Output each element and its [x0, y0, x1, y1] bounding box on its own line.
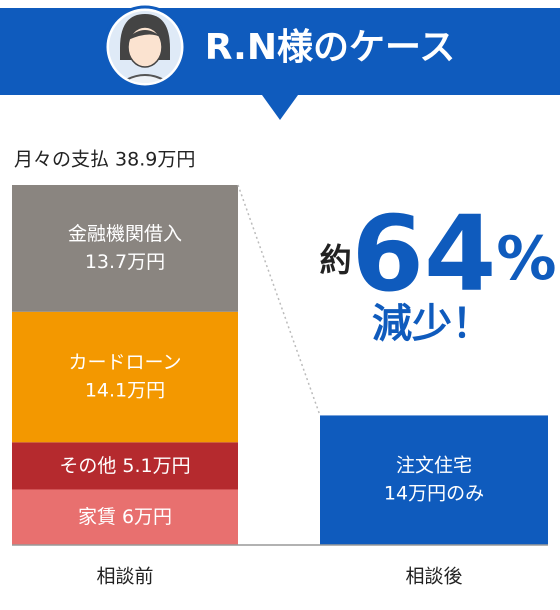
value-label: 5.1万円 [122, 454, 190, 476]
segment-name: その他 [59, 454, 116, 476]
segment-name: 家賃 [78, 506, 116, 528]
x-tick-label: 相談前 [96, 566, 153, 588]
bar-segment [320, 415, 548, 545]
x-tick-label: 相談後 [405, 566, 462, 588]
header-band [0, 8, 560, 95]
annotation-value: 64 [352, 193, 497, 315]
annotation-unit: % [496, 224, 556, 294]
bar-segment [12, 185, 238, 312]
connector [237, 184, 321, 416]
segment-label: 家賃 6万円 [78, 506, 172, 528]
bar-segment [12, 489, 238, 545]
header-pointer [262, 95, 298, 120]
value-label: 14万円のみ [384, 483, 484, 505]
value-label: 13.7万円 [85, 251, 165, 273]
annotation-suffix: 減少！ [372, 301, 492, 347]
annotation: 約64% [320, 193, 557, 315]
segment-name: カードローン [68, 352, 181, 374]
bar-segment [12, 311, 238, 443]
segment-name: 注文住宅 [396, 455, 472, 477]
segment-label: その他 5.1万円 [59, 454, 190, 476]
value-label: 14.1万円 [85, 380, 165, 402]
segment-name: 金融機関借入 [68, 223, 182, 245]
value-label: 6万円 [122, 506, 172, 528]
subtitle: 月々の支払 38.9万円 [14, 149, 195, 171]
chart-title: R.N様のケース [205, 27, 455, 68]
annotation-prefix: 約 [320, 241, 352, 279]
bar-segment [12, 442, 238, 490]
avatar [103, 5, 187, 89]
